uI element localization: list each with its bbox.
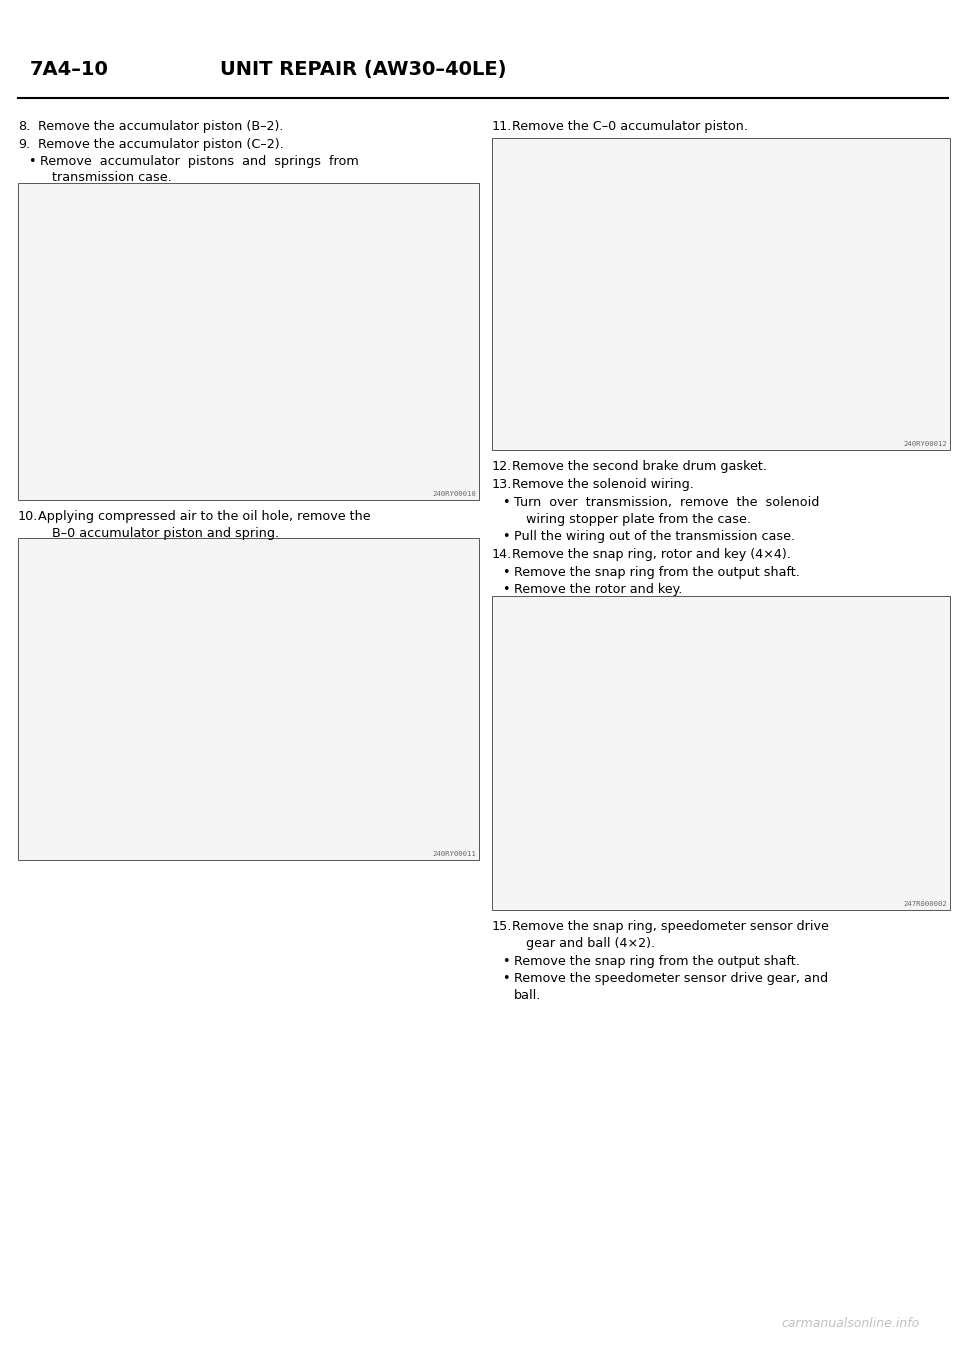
Text: 12.: 12.: [492, 460, 513, 473]
Text: Remove the accumulator piston (B–2).: Remove the accumulator piston (B–2).: [38, 120, 283, 133]
Text: •: •: [28, 155, 36, 168]
Text: B–0 accumulator piston and spring.: B–0 accumulator piston and spring.: [52, 527, 279, 540]
Text: wiring stopper plate from the case.: wiring stopper plate from the case.: [526, 513, 751, 526]
Text: •: •: [502, 972, 510, 985]
Text: 9.: 9.: [18, 139, 30, 151]
Text: •: •: [502, 496, 510, 509]
Bar: [492, 139, 950, 449]
Text: Pull the wiring out of the transmission case.: Pull the wiring out of the transmission …: [514, 530, 795, 543]
Text: Turn  over  transmission,  remove  the  solenoid: Turn over transmission, remove the solen…: [514, 496, 820, 509]
Text: 240RY00011: 240RY00011: [432, 851, 476, 857]
Text: ball.: ball.: [514, 989, 541, 1002]
Text: •: •: [502, 583, 510, 596]
Text: Remove the snap ring, rotor and key (4×4).: Remove the snap ring, rotor and key (4×4…: [512, 549, 791, 561]
Text: Remove the second brake drum gasket.: Remove the second brake drum gasket.: [512, 460, 767, 473]
Text: 240RY00012: 240RY00012: [903, 441, 947, 447]
Text: carmanualsonline.info: carmanualsonline.info: [781, 1317, 920, 1329]
Bar: [18, 538, 479, 860]
Text: •: •: [502, 530, 510, 543]
Text: 247R000002: 247R000002: [903, 900, 947, 907]
Text: 13.: 13.: [492, 478, 513, 492]
Text: 8.: 8.: [18, 120, 31, 133]
Text: •: •: [502, 955, 510, 968]
Text: Remove the snap ring, speedometer sensor drive: Remove the snap ring, speedometer sensor…: [512, 919, 828, 933]
Text: Remove  accumulator  pistons  and  springs  from: Remove accumulator pistons and springs f…: [40, 155, 359, 168]
Text: 10.: 10.: [18, 511, 38, 523]
Text: Remove the C–0 accumulator piston.: Remove the C–0 accumulator piston.: [512, 120, 748, 133]
Text: Remove the speedometer sensor drive gear, and: Remove the speedometer sensor drive gear…: [514, 972, 828, 985]
Text: 14.: 14.: [492, 549, 513, 561]
Text: 7A4–10: 7A4–10: [30, 60, 108, 79]
Bar: [18, 183, 479, 500]
Text: 240RY00010: 240RY00010: [432, 492, 476, 497]
Text: Applying compressed air to the oil hole, remove the: Applying compressed air to the oil hole,…: [38, 511, 371, 523]
Text: Remove the solenoid wiring.: Remove the solenoid wiring.: [512, 478, 694, 492]
Text: transmission case.: transmission case.: [52, 171, 172, 183]
Bar: [492, 596, 950, 910]
Text: Remove the snap ring from the output shaft.: Remove the snap ring from the output sha…: [514, 955, 800, 968]
Text: •: •: [502, 566, 510, 579]
Text: gear and ball (4×2).: gear and ball (4×2).: [526, 937, 655, 951]
Text: Remove the snap ring from the output shaft.: Remove the snap ring from the output sha…: [514, 566, 800, 579]
Text: Remove the accumulator piston (C–2).: Remove the accumulator piston (C–2).: [38, 139, 284, 151]
Text: 15.: 15.: [492, 919, 513, 933]
Text: Remove the rotor and key.: Remove the rotor and key.: [514, 583, 683, 596]
Text: 11.: 11.: [492, 120, 513, 133]
Text: UNIT REPAIR (AW30–40LE): UNIT REPAIR (AW30–40LE): [220, 60, 507, 79]
